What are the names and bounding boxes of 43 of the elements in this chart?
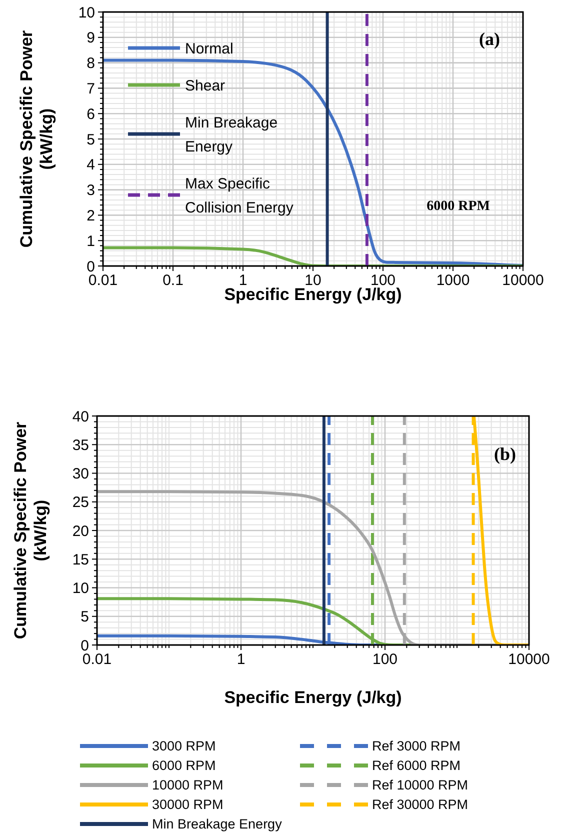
annotation: (a) xyxy=(479,29,500,49)
y-tick-label: 40 xyxy=(72,408,89,426)
y-tick-label: 5 xyxy=(80,608,89,626)
y-tick-label: 6 xyxy=(86,106,95,123)
legend-label: 30000 RPM xyxy=(152,797,224,812)
y-tick-label: 20 xyxy=(72,522,89,540)
y-tick-label: 9 xyxy=(86,30,95,47)
y-tick-label: 1 xyxy=(86,232,95,250)
y-tick-label: 15 xyxy=(72,551,89,568)
x-axis-title: Specific Energy (J/kg) xyxy=(224,688,402,707)
legend-label: Shear xyxy=(185,77,226,94)
legend-label: 3000 RPM xyxy=(152,738,216,754)
x-tick-label: 100 xyxy=(372,651,398,668)
annotation: (b) xyxy=(494,444,516,464)
legend-label: Ref 10000 RPM xyxy=(372,778,468,793)
y-tick-label: 4 xyxy=(86,156,95,174)
legend-label: 10000 RPM xyxy=(152,778,224,793)
y-tick-label: 3 xyxy=(86,182,95,200)
y-tick-label: 25 xyxy=(72,494,89,512)
legend-label: Ref 6000 RPM xyxy=(372,758,461,774)
legend-label: Min Breakage Energy xyxy=(185,114,278,156)
legend-label: Min Breakage Energy xyxy=(152,816,282,832)
legend-label: Normal xyxy=(185,40,234,58)
y-tick-label: 5 xyxy=(86,131,95,148)
annotation: 6000 RPM xyxy=(426,199,490,214)
x-tick-label: 10000 xyxy=(502,272,544,289)
y-tick-label: 35 xyxy=(72,436,89,454)
x-tick-label: 1 xyxy=(236,651,246,668)
y-tick-label: 2 xyxy=(86,207,95,224)
y-tick-label: 7 xyxy=(86,80,95,98)
legend-label: Ref 3000 RPM xyxy=(372,738,461,754)
x-tick-label: 0.1 xyxy=(162,272,184,289)
legend-label: 6000 RPM xyxy=(152,758,216,774)
y-tick-label: 8 xyxy=(86,55,95,72)
x-tick-label: 10000 xyxy=(508,651,550,668)
y-axis-title: Cumulative Specific Power (kW/kg) xyxy=(11,421,50,640)
legend-label: Max Specific Collision Energy xyxy=(185,175,294,216)
y-axis-title: Cumulative Specific Power (kW/kg) xyxy=(17,30,56,248)
x-tick-label: 1000 xyxy=(436,272,470,289)
y-tick-label: 10 xyxy=(72,580,89,597)
y-tick-label: 10 xyxy=(78,4,95,22)
y-tick-label: 30 xyxy=(72,466,89,482)
legend-label: Ref 30000 RPM xyxy=(372,797,468,812)
